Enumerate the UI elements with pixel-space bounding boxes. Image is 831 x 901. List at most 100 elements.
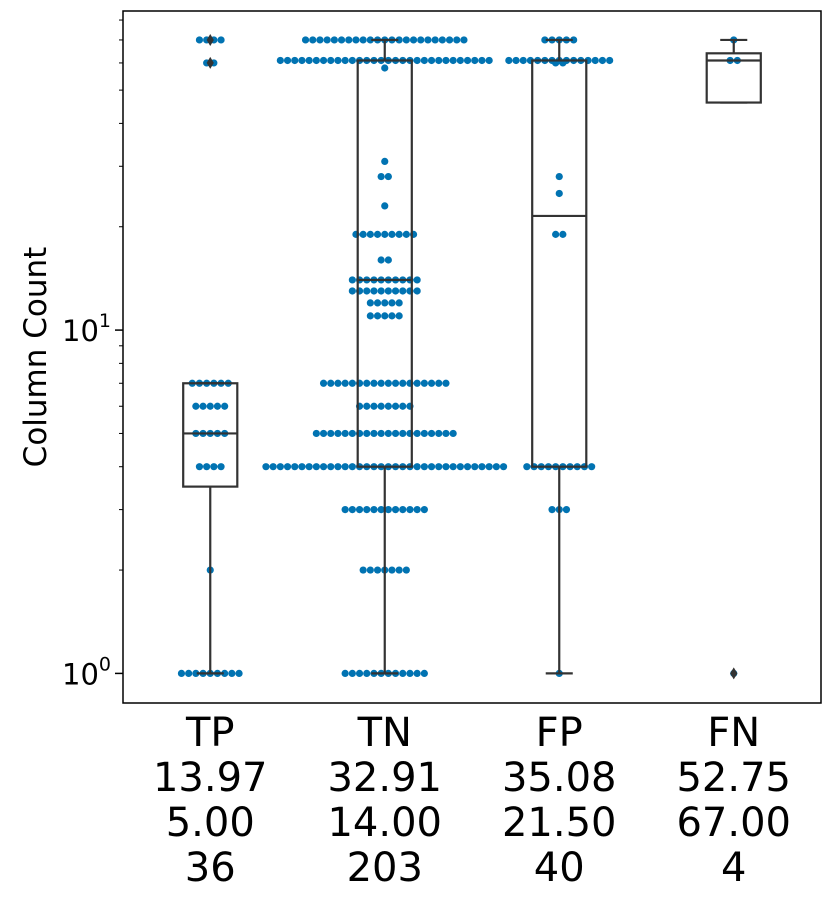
data-point xyxy=(555,189,563,198)
data-point xyxy=(402,566,410,574)
y-tick-label: 100 xyxy=(62,653,111,691)
data-point xyxy=(413,287,421,295)
data-point xyxy=(177,669,186,678)
data-point xyxy=(463,56,472,65)
data-point xyxy=(463,463,472,471)
data-point xyxy=(327,463,335,471)
data-point xyxy=(417,36,425,44)
data-point xyxy=(348,669,356,678)
data-point xyxy=(221,402,229,410)
data-point xyxy=(606,56,614,65)
data-point xyxy=(381,299,389,307)
interquartile-box xyxy=(182,382,239,488)
data-point xyxy=(435,429,443,438)
data-point xyxy=(359,36,367,44)
data-point xyxy=(395,299,403,307)
data-point xyxy=(395,312,403,320)
data-point xyxy=(377,172,385,181)
data-point xyxy=(402,230,410,238)
data-point xyxy=(341,429,349,438)
data-point xyxy=(370,429,378,438)
data-point xyxy=(283,56,292,65)
data-point xyxy=(485,56,493,65)
interquartile-box xyxy=(356,59,413,468)
data-point xyxy=(330,36,338,44)
data-point xyxy=(341,56,349,65)
data-point xyxy=(384,429,392,438)
category-stat: 14.00 xyxy=(327,800,442,846)
category-stat: 35.08 xyxy=(502,755,617,801)
data-point xyxy=(384,287,392,295)
data-point xyxy=(327,56,335,65)
y-axis-ticks: 100 101 xyxy=(62,19,123,691)
data-point xyxy=(291,463,299,471)
data-point xyxy=(370,379,378,387)
data-point xyxy=(391,402,400,410)
data-point xyxy=(471,56,479,65)
category-stat: 203 xyxy=(347,845,423,891)
data-point xyxy=(327,379,335,387)
data-point xyxy=(384,256,392,264)
data-point xyxy=(323,36,331,44)
data-point xyxy=(431,36,439,44)
data-point xyxy=(373,312,382,320)
data-point xyxy=(199,402,207,410)
data-point xyxy=(348,276,356,284)
data-point xyxy=(381,230,389,238)
data-point xyxy=(399,506,407,514)
data-point xyxy=(348,463,356,471)
data-point xyxy=(334,379,342,387)
data-point xyxy=(512,56,520,65)
data-point xyxy=(298,463,306,471)
outlier-marker xyxy=(206,56,214,69)
data-point xyxy=(312,56,320,65)
data-point xyxy=(276,56,284,65)
data-point xyxy=(319,429,328,438)
data-point xyxy=(413,379,421,387)
data-point xyxy=(570,36,578,44)
data-point xyxy=(301,36,310,44)
data-point xyxy=(363,669,371,678)
data-point xyxy=(377,402,385,410)
data-point xyxy=(366,36,374,44)
data-point xyxy=(337,36,346,44)
data-point xyxy=(355,669,364,678)
data-point xyxy=(449,429,457,438)
interquartile-box xyxy=(531,59,588,468)
data-point xyxy=(471,463,479,471)
data-point xyxy=(409,36,418,44)
data-point xyxy=(312,429,320,438)
data-point xyxy=(373,299,382,307)
data-point xyxy=(442,56,450,65)
data-point xyxy=(373,566,382,574)
data-point xyxy=(341,669,349,678)
data-point xyxy=(334,429,342,438)
data-point xyxy=(370,402,378,410)
data-point xyxy=(195,36,204,44)
data-point xyxy=(541,36,549,44)
data-point xyxy=(453,36,461,44)
data-point xyxy=(552,230,560,238)
data-point xyxy=(363,402,371,410)
data-point xyxy=(217,463,225,471)
data-point xyxy=(262,463,270,471)
data-point xyxy=(485,463,493,471)
data-point xyxy=(435,56,443,65)
data-point xyxy=(348,506,356,514)
data-point xyxy=(366,566,374,574)
data-point xyxy=(377,506,385,514)
data-point xyxy=(413,463,421,471)
category-label: TP xyxy=(185,710,235,756)
data-point xyxy=(442,379,450,387)
data-point xyxy=(591,56,599,65)
data-point xyxy=(377,256,385,264)
data-point xyxy=(478,56,486,65)
data-point xyxy=(399,429,407,438)
data-point xyxy=(381,64,389,72)
data-point xyxy=(413,506,421,514)
data-point xyxy=(523,463,531,471)
data-point xyxy=(370,287,378,295)
data-point xyxy=(395,36,403,44)
data-point xyxy=(562,506,571,514)
category-label: FN xyxy=(707,710,760,756)
